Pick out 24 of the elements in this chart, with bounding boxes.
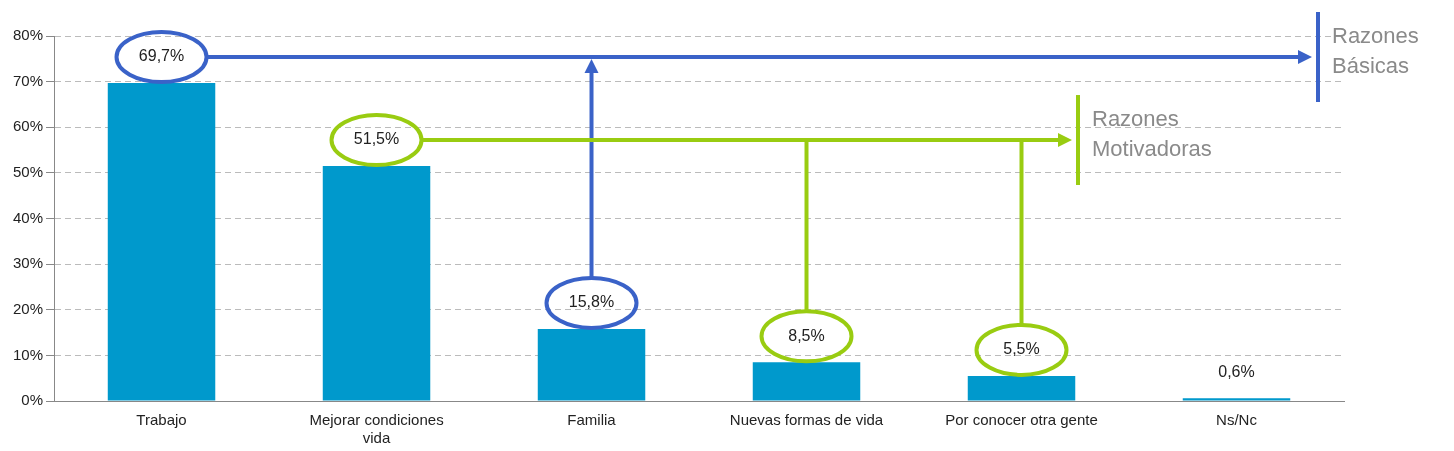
data-label: 8,5% — [788, 326, 825, 344]
x-tick-label: Trabajo — [136, 411, 187, 429]
data-label: 51,5% — [353, 130, 400, 148]
y-tick-label: 50% — [12, 163, 44, 181]
y-tick-label: 80% — [12, 26, 44, 44]
data-label: 69,7% — [138, 47, 185, 65]
data-label: 0,6% — [1218, 362, 1255, 380]
x-tick-label: Familia — [567, 411, 617, 429]
data-label: 5,5% — [1003, 340, 1040, 358]
y-tick-label: 0% — [21, 391, 44, 409]
annotation: Razones Básicas — [1332, 22, 1419, 78]
x-tick-label: Nuevas formas de vida — [729, 411, 884, 429]
y-tick-label: 30% — [12, 254, 44, 272]
data-label: 15,8% — [568, 293, 615, 311]
x-tick-label: Mejorar condiciones vida — [309, 411, 444, 447]
x-tick-label: Por conocer otra gente — [945, 411, 1098, 429]
bar — [1182, 398, 1291, 401]
annotation: Razones Motivadoras — [1092, 106, 1212, 162]
y-tick-label: 20% — [12, 299, 44, 317]
y-tick-label: 10% — [12, 345, 44, 363]
y-tick-label: 70% — [12, 71, 44, 89]
y-tick-label: 40% — [12, 208, 44, 226]
x-tick-label: Ns/Nc — [1216, 411, 1258, 429]
y-tick-label: 60% — [12, 117, 44, 135]
